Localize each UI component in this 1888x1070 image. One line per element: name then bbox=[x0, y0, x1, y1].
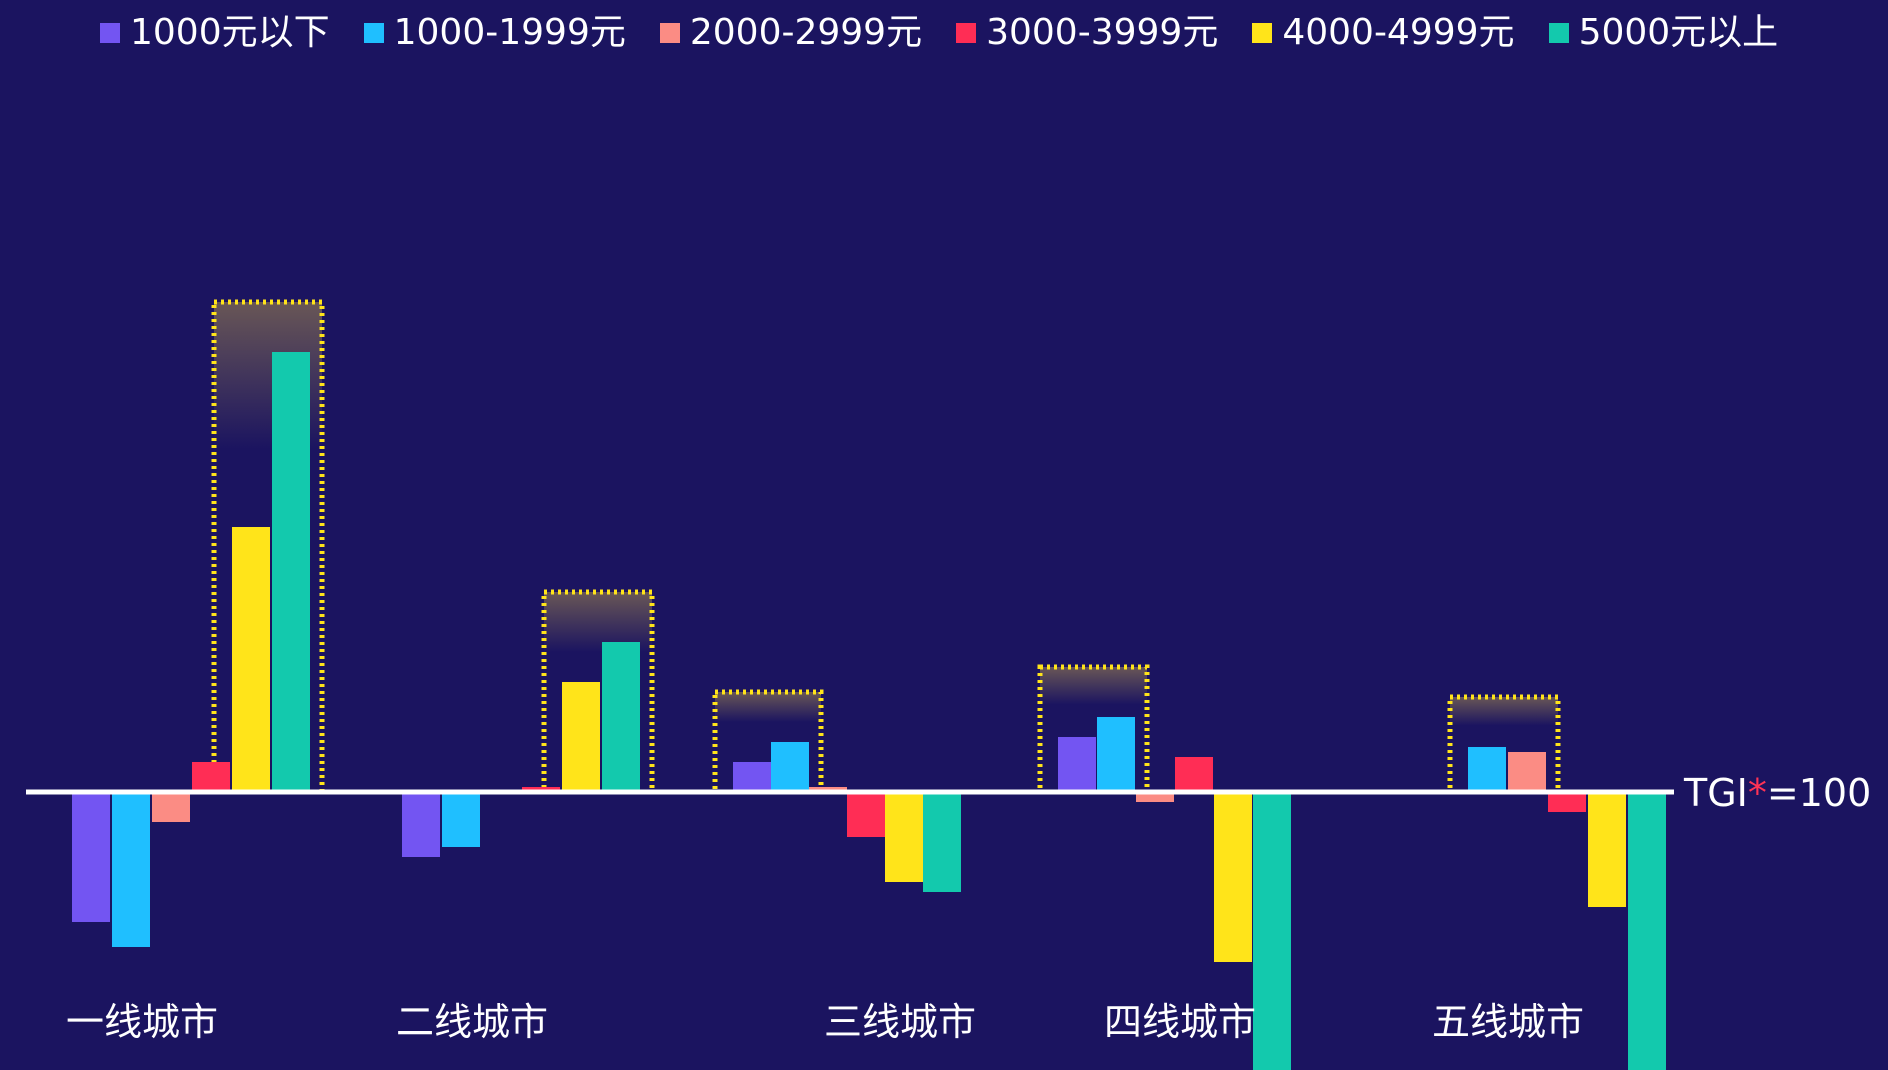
bar-1-2 bbox=[112, 792, 150, 947]
legend-swatch bbox=[659, 23, 680, 43]
bar-4-5 bbox=[1214, 792, 1252, 962]
baseline-label-star: * bbox=[1747, 771, 1767, 815]
legend-item-4: 3000-3999元 bbox=[956, 8, 1218, 58]
bar-4-4 bbox=[1175, 757, 1213, 792]
bar-2-2 bbox=[442, 792, 480, 847]
baseline-label: TGI*=100 bbox=[1684, 770, 1871, 816]
bar-2-1 bbox=[402, 792, 440, 857]
category-label-5: 五线城市 bbox=[1431, 1000, 1585, 1044]
legend-label: 5000元以上 bbox=[1578, 12, 1779, 53]
legend-swatch bbox=[100, 23, 120, 43]
bar-1-1 bbox=[72, 792, 110, 922]
legend-item-1: 1000元以下 bbox=[100, 8, 330, 58]
bar-5-6 bbox=[1628, 792, 1666, 1070]
legend-item-2: 1000-1999元 bbox=[363, 8, 626, 58]
bar-4-6 bbox=[1253, 792, 1291, 1070]
legend-swatch bbox=[956, 23, 977, 43]
legend-label: 1000元以下 bbox=[130, 12, 330, 53]
bar-2-6 bbox=[602, 642, 640, 792]
category-label-1: 一线城市 bbox=[65, 1000, 219, 1044]
category-label-2: 二线城市 bbox=[395, 1000, 549, 1044]
bar-4-2 bbox=[1097, 717, 1135, 792]
bar-1-5 bbox=[232, 527, 270, 792]
bar-4-3 bbox=[1136, 792, 1174, 802]
bar-5-4 bbox=[1548, 792, 1586, 812]
bar-3-6 bbox=[923, 792, 961, 892]
category-label-3: 三线城市 bbox=[823, 1000, 977, 1044]
bar-1-6 bbox=[272, 352, 310, 792]
legend-item-6: 5000元以上 bbox=[1548, 8, 1779, 58]
legend-swatch bbox=[1252, 23, 1273, 43]
legend-label: 1000-1999元 bbox=[393, 12, 626, 53]
bar-3-4 bbox=[847, 792, 885, 837]
legend-item-5: 4000-4999元 bbox=[1252, 8, 1515, 58]
bar-1-4 bbox=[192, 762, 230, 792]
bar-3-5 bbox=[885, 792, 923, 882]
legend-item-3: 2000-2999元 bbox=[659, 8, 923, 58]
legend-label: 2000-2999元 bbox=[689, 12, 923, 53]
bars bbox=[72, 352, 1666, 1070]
legend-label: 3000-3999元 bbox=[986, 12, 1219, 53]
bar-1-3 bbox=[152, 792, 190, 822]
baseline-label-suffix: =100 bbox=[1766, 771, 1872, 815]
bar-5-5 bbox=[1588, 792, 1626, 907]
category-label-4: 四线城市 bbox=[1103, 1000, 1257, 1044]
legend-swatch bbox=[1548, 23, 1569, 43]
bar-3-2 bbox=[771, 742, 809, 792]
bar-3-1 bbox=[733, 762, 771, 792]
legend-swatch bbox=[363, 23, 384, 43]
bar-5-2 bbox=[1468, 747, 1506, 792]
baseline-label-prefix: TGI bbox=[1684, 771, 1748, 815]
bar-5-3 bbox=[1508, 752, 1546, 792]
legend: 1000元以下 1000-1999元 2000-2999元 3000-3999元 400… bbox=[100, 8, 1812, 58]
legend-label: 4000-4999元 bbox=[1282, 12, 1515, 53]
bar-2-5 bbox=[562, 682, 600, 792]
highlight-boxes bbox=[211, 299, 1561, 795]
bar-4-1 bbox=[1058, 737, 1096, 792]
